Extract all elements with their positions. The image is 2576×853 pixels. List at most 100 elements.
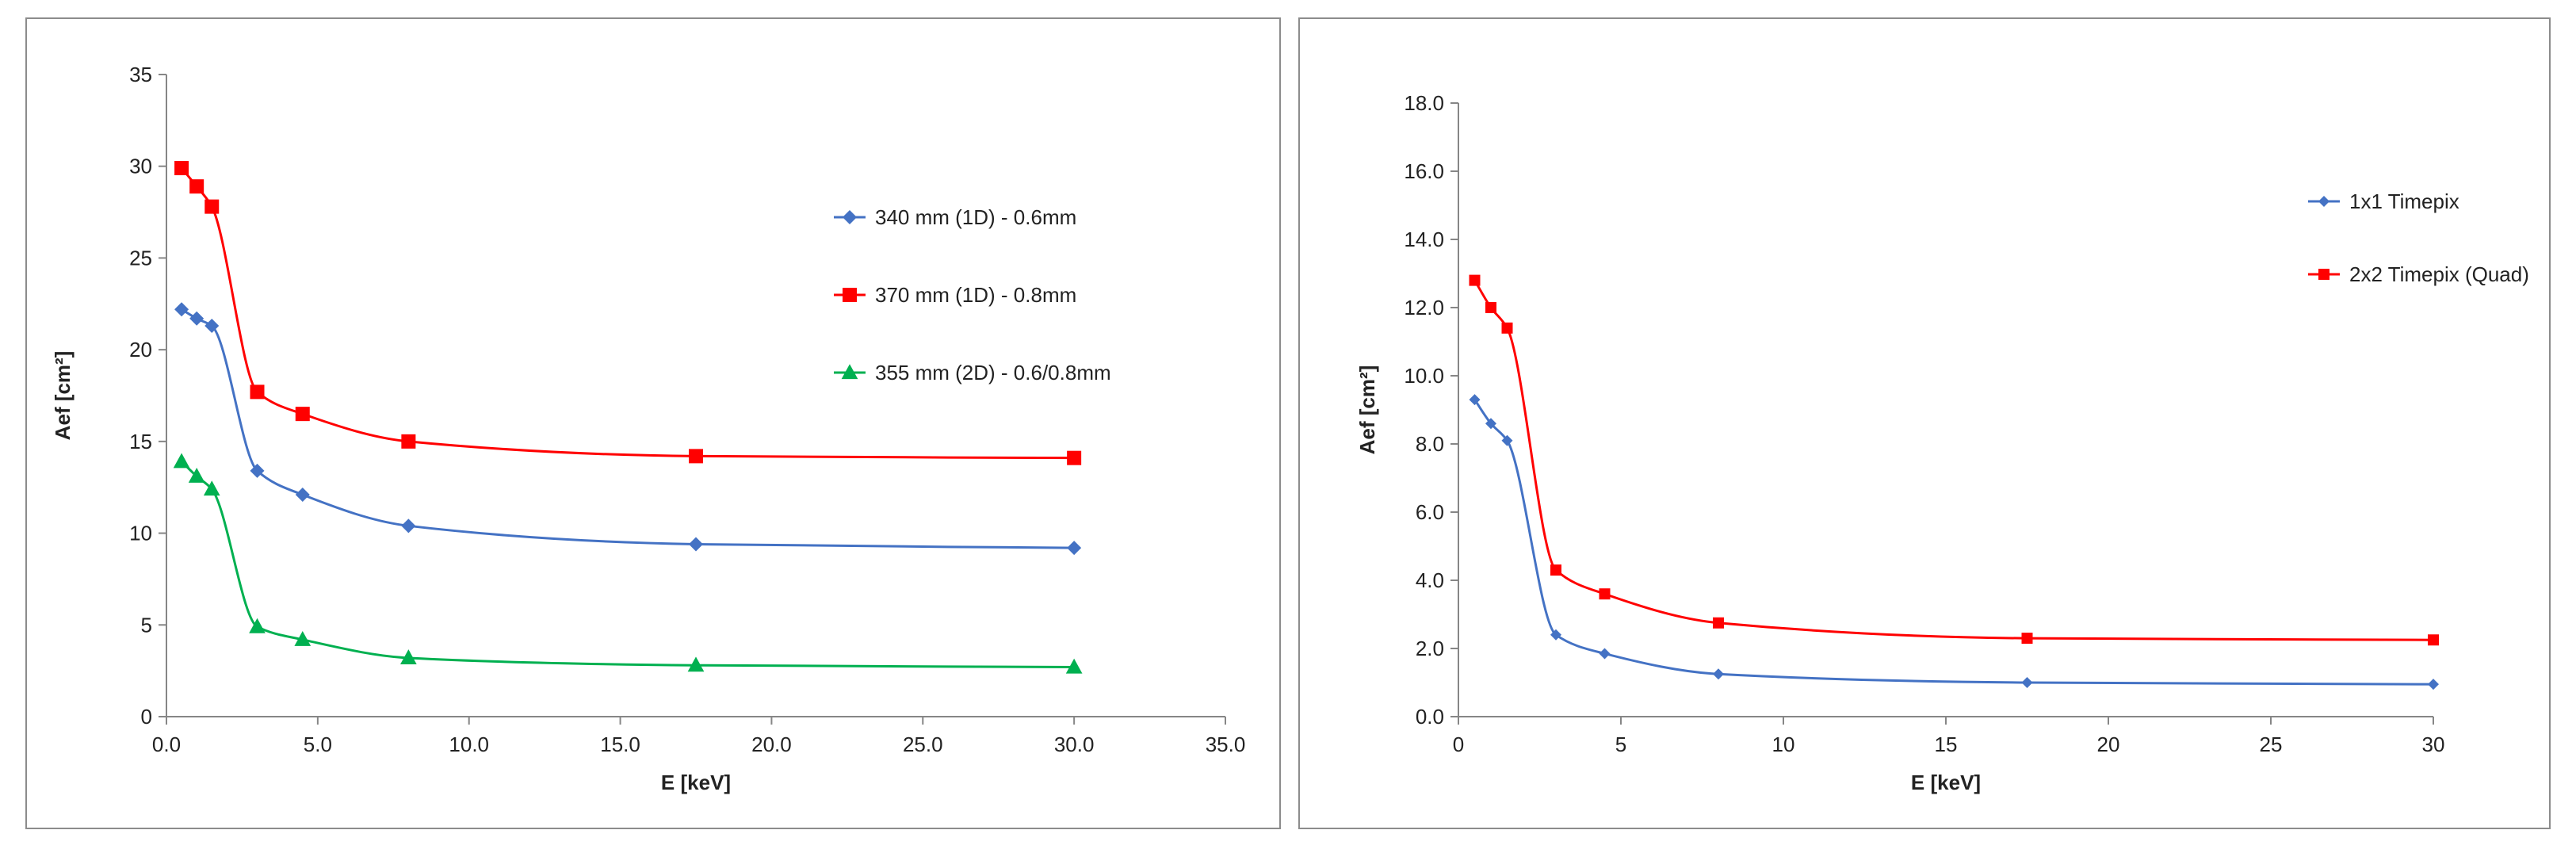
data-point xyxy=(1550,629,1561,641)
data-point xyxy=(1599,648,1611,660)
data-point xyxy=(2021,633,2033,645)
x-tick-label: 5.0 xyxy=(304,733,332,756)
legend-label: 1x1 Timepix xyxy=(2349,189,2459,213)
x-tick-label: 25.0 xyxy=(903,733,943,756)
legend-item-355-mm-2d-0-6-0-8mm: 355 mm (2D) - 0.6/0.8mm xyxy=(834,361,1111,384)
data-point xyxy=(1599,588,1611,600)
data-point xyxy=(173,453,190,469)
data-point xyxy=(689,537,703,552)
series-1x1-timepix xyxy=(1469,394,2439,690)
y-tick-label: 10.0 xyxy=(1404,364,1444,388)
x-tick-label: 30 xyxy=(2422,733,2445,756)
y-tick-label: 5 xyxy=(141,613,152,637)
chart-panel-right: 0.0 2.0 4.0 6.0 8.0 10.0 12.0 14.0 16.0 18.0 0 5 10 1… xyxy=(1298,17,2551,829)
chart-panel-left: 0 5 10 15 20 25 30 35 0.0 5.0 10.0 15.0 20.0 25.0 30.0… xyxy=(25,17,1281,829)
data-point xyxy=(174,302,189,317)
data-point xyxy=(250,384,265,400)
data-point xyxy=(204,319,220,334)
data-point xyxy=(1713,617,1724,629)
x-tick-label: 10 xyxy=(1772,733,1795,756)
y-tick-label: 16.0 xyxy=(1404,159,1444,183)
x-tick-label: 35.0 xyxy=(1206,733,1246,756)
y-tick-label: 2.0 xyxy=(1416,637,1444,660)
y-tick-label: 15 xyxy=(129,430,152,453)
y-tick-label: 18.0 xyxy=(1404,91,1444,115)
series-355-mm-2d-0-6-0-8mm xyxy=(173,453,1083,674)
data-point xyxy=(1713,668,1724,680)
data-point xyxy=(400,649,417,665)
x-tick-label: 5 xyxy=(1615,733,1626,756)
x-tick-label: 20 xyxy=(2097,733,2120,756)
data-point xyxy=(1485,418,1496,430)
series-340-mm-1d-0-6mm xyxy=(174,302,1082,556)
legend-marker xyxy=(843,210,857,224)
y-tick-label: 14.0 xyxy=(1404,228,1444,251)
data-point xyxy=(1550,564,1561,576)
data-point xyxy=(204,199,220,214)
x-tick-label: 0.0 xyxy=(152,733,181,756)
data-point xyxy=(1067,541,1082,556)
legend-label: 355 mm (2D) - 0.6/0.8mm xyxy=(875,361,1111,384)
chart-left: 0 5 10 15 20 25 30 35 0.0 5.0 10.0 15.0 20.0 25.0 30.0… xyxy=(51,63,1246,794)
y-tick-label: 10 xyxy=(129,522,152,545)
data-point xyxy=(174,161,189,176)
legend-item-370-mm-1d-0-8mm: 370 mm (1D) - 0.8mm xyxy=(834,283,1076,307)
chart-right: 0.0 2.0 4.0 6.0 8.0 10.0 12.0 14.0 16.0 18.0 0 5 10 1… xyxy=(1355,91,2529,794)
data-point xyxy=(1065,658,1083,674)
legend-label: 2x2 Timepix (Quad) xyxy=(2349,262,2529,286)
y-axis-title: Aef [cm²] xyxy=(51,351,75,441)
y-tick-label: 25 xyxy=(129,246,152,270)
data-point xyxy=(2428,679,2439,690)
data-point xyxy=(1501,434,1513,446)
data-point xyxy=(689,449,703,464)
data-point xyxy=(687,656,705,672)
legend-item-1x1-timepix: 1x1 Timepix xyxy=(2308,189,2459,213)
data-point xyxy=(1485,302,1496,313)
series-line xyxy=(1473,279,2434,641)
data-point xyxy=(188,468,205,483)
data-point xyxy=(1067,450,1082,465)
series-line xyxy=(1473,399,2434,686)
data-point xyxy=(1501,322,1513,334)
y-tick-label: 8.0 xyxy=(1416,432,1444,456)
legend-label: 370 mm (1D) - 0.8mm xyxy=(875,283,1076,307)
x-tick-label: 30.0 xyxy=(1054,733,1095,756)
y-tick-label: 4.0 xyxy=(1416,568,1444,592)
x-axis-title: E [keV] xyxy=(661,771,731,794)
data-point xyxy=(2428,634,2439,646)
legend-marker xyxy=(2318,269,2329,280)
x-tick-label: 15.0 xyxy=(600,733,640,756)
data-point xyxy=(1469,394,1481,406)
series-line xyxy=(181,461,1075,669)
series-370-mm-1d-0-8mm xyxy=(174,161,1082,465)
y-axis-title: Aef [cm²] xyxy=(1355,365,1379,455)
legend-item-340-mm-1d-0-6mm: 340 mm (1D) - 0.6mm xyxy=(834,205,1076,229)
data-point xyxy=(294,631,311,646)
x-tick-label: 0 xyxy=(1453,733,1464,756)
y-tick-label: 12.0 xyxy=(1404,296,1444,319)
legend-label: 340 mm (1D) - 0.6mm xyxy=(875,205,1076,229)
y-tick-label: 0.0 xyxy=(1416,705,1444,729)
data-point xyxy=(249,618,266,633)
data-point xyxy=(295,407,310,422)
legend-item-2x2-timepix-quad: 2x2 Timepix (Quad) xyxy=(2308,262,2529,286)
y-tick-label: 6.0 xyxy=(1416,500,1444,524)
series-line xyxy=(181,308,1075,549)
data-point xyxy=(295,487,310,502)
data-point xyxy=(2021,677,2033,688)
x-tick-label: 20.0 xyxy=(751,733,792,756)
x-tick-label: 15 xyxy=(1935,733,1958,756)
x-tick-label: 25 xyxy=(2260,733,2283,756)
y-tick-label: 30 xyxy=(129,155,152,178)
data-point xyxy=(401,434,416,449)
legend-marker xyxy=(2318,196,2329,207)
data-point xyxy=(189,311,204,326)
data-point xyxy=(189,179,204,194)
y-tick-label: 35 xyxy=(129,63,152,86)
data-point xyxy=(1469,274,1481,286)
x-axis-title: E [keV] xyxy=(1911,771,1981,794)
data-point xyxy=(401,518,416,534)
series-2x2-timepix-quad xyxy=(1469,274,2439,646)
legend-marker xyxy=(841,364,858,380)
y-tick-label: 0 xyxy=(141,705,152,729)
